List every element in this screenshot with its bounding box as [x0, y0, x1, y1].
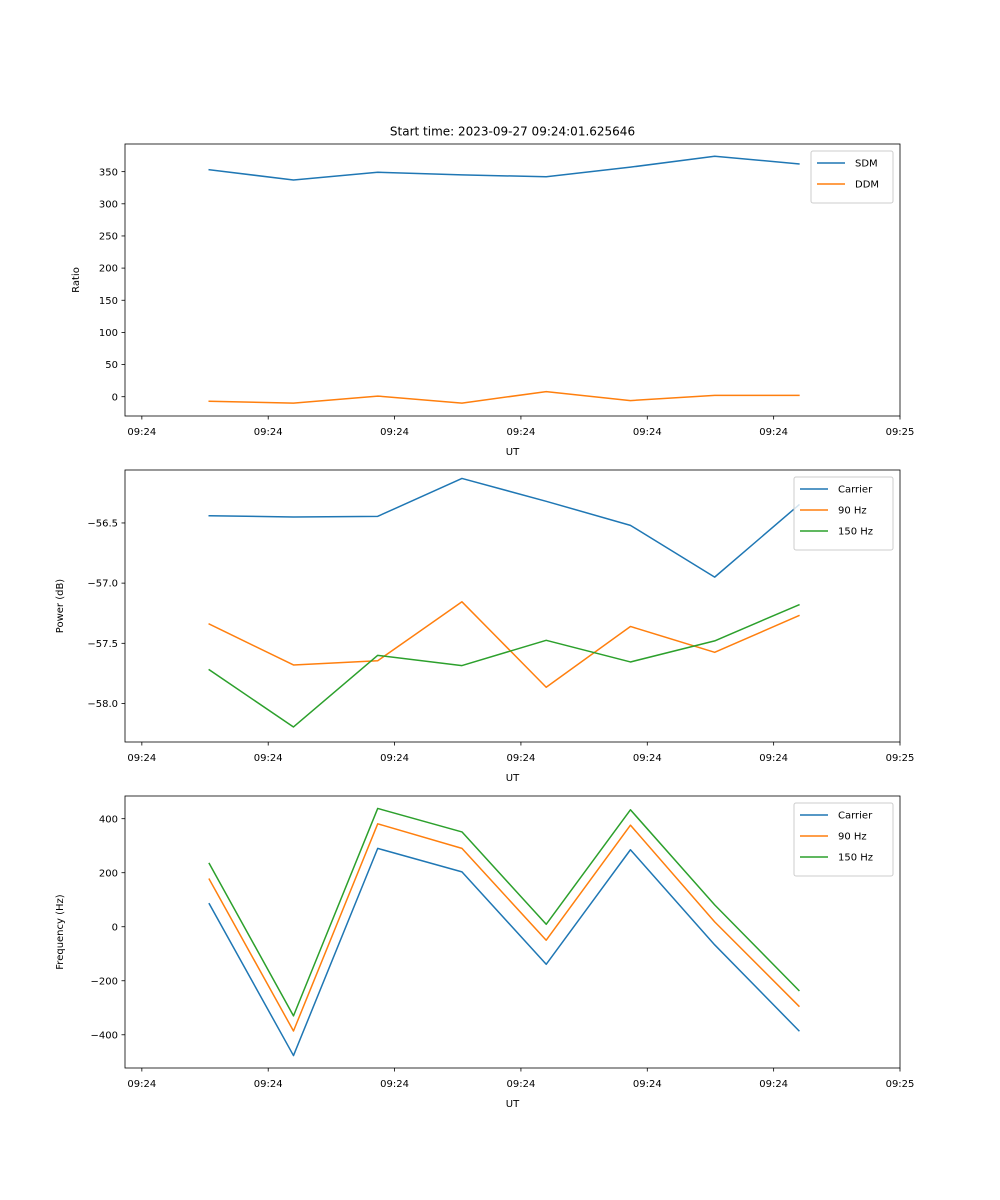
y-tick-label: 150 [99, 296, 118, 307]
x-tick-label: 09:24 [127, 1079, 156, 1090]
x-tick-label: 09:24 [633, 427, 662, 438]
y-tick-label: −56.5 [87, 519, 118, 530]
chart-panel-2: 09:24 09:24 09:24 09:24 09:24 09:24 09:25 −58.0… [55, 469, 915, 784]
x-tick-label: 09:24 [127, 753, 156, 764]
legend-frame [810, 150, 894, 204]
x-tick-label: 09:25 [886, 1079, 915, 1090]
y-tick-label: 350 [99, 167, 118, 178]
x-tick-label: 09:24 [380, 427, 409, 438]
x-tick-label: 09:24 [507, 753, 536, 764]
x-axis-label: UT [506, 447, 520, 458]
series-line-carrier [208, 477, 800, 578]
chart-title: Start time: 2023-09-27 09:24:01.625646 [390, 125, 635, 139]
legend-label: 150 Hz [838, 527, 873, 538]
x-tick-label: 09:24 [759, 427, 788, 438]
y-tick-label: −400 [91, 1030, 118, 1041]
series-line-150-hz [208, 807, 800, 1017]
y-tick-label: −200 [91, 976, 118, 987]
y-tick-label: 250 [99, 232, 118, 243]
y-tick-label: 400 [99, 814, 118, 825]
series-line-150-hz [208, 603, 800, 728]
x-tick-label: 09:24 [254, 753, 283, 764]
y-tick-label: 300 [99, 199, 118, 210]
y-tick-label: −58.0 [87, 699, 118, 710]
legend: Carrier 90 Hz 150 Hz [793, 802, 894, 877]
x-tick-label: 09:24 [507, 1079, 536, 1090]
y-tick-label: 200 [99, 868, 118, 879]
legend-label: SDM [855, 159, 878, 170]
series-line-90-hz [208, 823, 800, 1032]
y-tick-label: −57.0 [87, 579, 118, 590]
x-tick-label: 09:25 [886, 753, 915, 764]
x-tick-label: 09:25 [886, 427, 915, 438]
legend-label: 90 Hz [838, 832, 867, 843]
series-line-ddm [208, 390, 800, 404]
x-tick-label: 09:24 [254, 1079, 283, 1090]
x-tick-label: 09:24 [633, 1079, 662, 1090]
y-tick-label: 50 [105, 360, 118, 371]
chart-panel-1: 09:24 09:24 09:24 09:24 09:24 09:24 09:25 0 50 10… [71, 143, 915, 458]
x-tick-label: 09:24 [633, 753, 662, 764]
x-tick-label: 09:24 [380, 1079, 409, 1090]
legend-label: Carrier [838, 485, 873, 496]
x-tick-label: 09:24 [507, 427, 536, 438]
legend-label: 150 Hz [838, 853, 873, 864]
y-axis-label: Ratio [71, 267, 82, 293]
axes-frame [124, 143, 901, 417]
x-tick-label: 09:24 [759, 1079, 788, 1090]
legend: SDM DDM [810, 150, 894, 204]
x-tick-label: 09:24 [254, 427, 283, 438]
y-axis-label: Power (dB) [55, 579, 66, 634]
legend: Carrier 90 Hz 150 Hz [793, 476, 894, 551]
y-tick-label: 0 [112, 922, 118, 933]
series-line-carrier [208, 847, 800, 1057]
x-tick-label: 09:24 [759, 753, 788, 764]
axes-frame [124, 469, 901, 743]
y-tick-label: 200 [99, 264, 118, 275]
x-axis-label: UT [506, 773, 520, 784]
legend-label: DDM [855, 180, 879, 191]
series-line-90-hz [208, 601, 800, 688]
x-tick-label: 09:24 [127, 427, 156, 438]
x-axis-label: UT [506, 1099, 520, 1110]
chart-panel-3: 09:24 09:24 09:24 09:24 09:24 09:24 09:25 −400 −… [55, 795, 915, 1110]
y-tick-label: 100 [99, 328, 118, 339]
axes-frame [124, 795, 901, 1069]
y-axis-label: Frequency (Hz) [55, 894, 66, 970]
legend-label: 90 Hz [838, 506, 867, 517]
y-tick-label: 0 [112, 392, 118, 403]
y-tick-label: −57.5 [87, 639, 118, 650]
legend-label: Carrier [838, 811, 873, 822]
series-line-sdm [208, 155, 800, 181]
x-tick-label: 09:24 [380, 753, 409, 764]
